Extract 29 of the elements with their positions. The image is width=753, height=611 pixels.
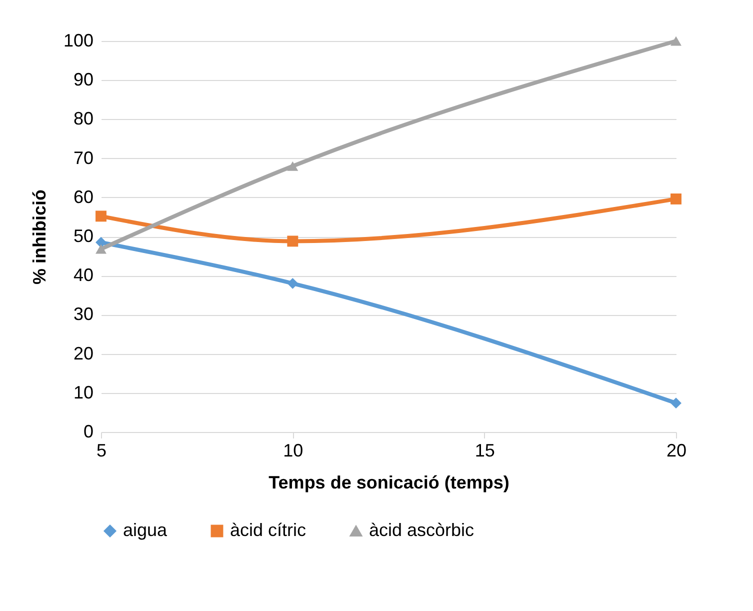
point: [287, 236, 298, 247]
y-tick-label: 40: [73, 265, 94, 286]
point: [96, 244, 106, 254]
y-tick-label: 10: [73, 382, 94, 402]
point: [670, 398, 682, 409]
x-tick-label: 10: [283, 440, 304, 460]
y-tick-label: 90: [73, 70, 94, 90]
point: [287, 278, 298, 289]
legend-label: àcid ascòrbic: [369, 520, 474, 540]
point: [96, 210, 106, 222]
legend-label: àcid cítric: [230, 520, 306, 540]
y-tick-label: 0: [83, 422, 94, 442]
y-axis-title: % inhibició: [29, 189, 50, 285]
point: [670, 193, 682, 204]
x-tick-label: 20: [666, 440, 687, 460]
y-tick-label: 80: [73, 108, 94, 129]
y-tick-label: 100: [63, 30, 94, 50]
point: [287, 161, 298, 171]
legend-label: aigua: [123, 520, 168, 540]
y-tick-label: 70: [73, 148, 94, 168]
y-tick-label: 30: [73, 304, 94, 324]
point: [96, 236, 106, 248]
y-tick-label: 60: [73, 186, 94, 207]
x-tick-label: 15: [474, 440, 495, 460]
y-tick-label: 20: [73, 343, 94, 364]
x-tick-label: 5: [96, 440, 107, 460]
y-tick-label: 50: [73, 226, 94, 246]
point: [670, 36, 682, 46]
x-axis-title: Temps de sonicació (temps): [268, 472, 510, 492]
